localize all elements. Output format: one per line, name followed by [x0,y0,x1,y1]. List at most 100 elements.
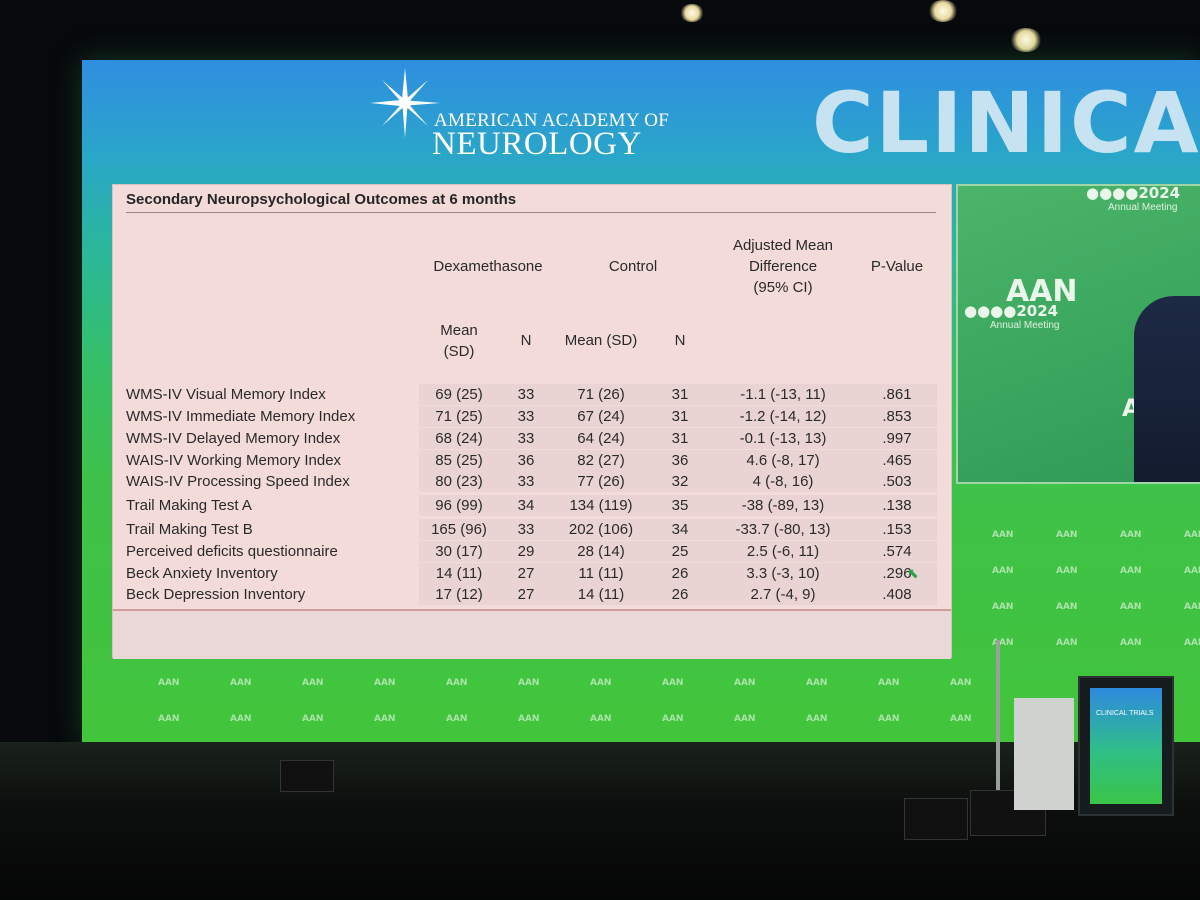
cell-ctrl-mean: 77 (26) [577,473,625,490]
row-shading [419,541,937,562]
row-shading [419,450,937,471]
table-row: Beck Anxiety Inventory 14 (11) 27 11 (11) 26… [113,563,951,584]
cell-adjusted-diff: -1.2 (-14, 12) [739,408,827,425]
cell-dex-n: 33 [517,386,535,403]
podium-screen: CLINICAL TRIALS [1090,688,1162,804]
table-row: WMS-IV Delayed Memory Index 68 (24) 33 64 (… [113,428,951,449]
cell-pvalue: .503 [882,473,912,490]
aan-pattern-mark: AAN [806,678,828,688]
aan-pattern-mark: AAN [1056,530,1078,540]
table-row: WMS-IV Immediate Memory Index 71 (25) 33 67… [113,406,951,427]
aan-pattern-mark: AAN [302,714,324,724]
aan-year: 2024 [1138,184,1181,202]
ceiling-light [1010,28,1042,52]
cell-pvalue: .861 [882,386,912,403]
row-label: WAIS-IV Processing Speed Index [126,473,350,490]
header-adjusted-mean-line2: Difference [748,258,818,275]
aan-pattern-mark: AAN [734,714,756,724]
cell-adjusted-diff: -33.7 (-80, 13) [735,521,831,538]
ceiling-light [680,4,704,22]
speaker-video-feed: ●●●●2024 Annual Meeting AAN ●●●●2024 Ann… [956,184,1200,484]
row-label: Trail Making Test A [126,497,252,514]
row-label: Perceived deficits questionnaire [126,543,338,560]
subheader-dex-mean-line1: Mean [440,322,478,339]
cell-ctrl-mean: 11 (11) [578,565,624,582]
cell-ctrl-n: 25 [671,543,689,560]
cell-ctrl-mean: 67 (24) [577,408,625,425]
stage-monitor [904,798,968,840]
aan-pattern-mark: AAN [662,678,684,688]
cell-dex-mean: 96 (99) [435,497,483,514]
aan-pattern-mark: AAN [1184,566,1200,576]
cell-adjusted-diff: -0.1 (-13, 13) [739,430,827,447]
slide-footer-band [113,609,951,659]
row-label: WMS-IV Visual Memory Index [126,386,326,403]
row-label: WMS-IV Delayed Memory Index [126,430,341,447]
aan-pattern-mark: AAN [1056,566,1078,576]
cell-dex-n: 27 [517,586,535,603]
cell-pvalue: .296 [882,565,912,582]
aan-pattern-mark: AAN [302,678,324,688]
cell-dex-mean: 165 (96) [431,521,487,538]
table-row: Trail Making Test A 96 (99) 34 134 (119) 35 -… [113,495,951,516]
cell-adjusted-diff: -38 (-89, 13) [741,497,825,514]
cell-ctrl-mean: 82 (27) [577,452,625,469]
aan-pattern-mark: AAN [878,714,900,724]
slide-title: Secondary Neuropsychological Outcomes at… [126,191,517,208]
aan-logo: AMERICAN ACADEMY OF NEUROLOGY [370,68,672,164]
annual-meeting-center: Annual Meeting [990,320,1060,331]
subheader-ctrl-mean: Mean (SD) [564,332,638,349]
aan-pattern-mark: AAN [230,678,252,688]
podium: CLINICAL TRIALS [1078,676,1174,816]
podium-label: CLINICAL TRIALS [1096,710,1154,717]
cell-ctrl-mean: 28 (14) [577,543,625,560]
aan-pattern-mark: AAN [518,714,540,724]
ceiling-light [928,0,958,22]
aan-mark-center-year: ●●●●2024 [964,302,1058,320]
aan-pattern-mark: AAN [1056,602,1078,612]
aan-pattern-mark: AAN [374,714,396,724]
lectern-stand [1014,698,1074,810]
table-row: WAIS-IV Working Memory Index 85 (25) 36 82 … [113,450,951,471]
row-shading [419,563,937,584]
cell-dex-mean: 71 (25) [435,408,483,425]
cell-dex-n: 29 [517,543,535,560]
cell-dex-n: 27 [517,565,535,582]
cell-dex-mean: 68 (24) [435,430,483,447]
annual-meeting-top: Annual Meeting [1108,202,1178,213]
aan-pattern-mark: AAN [992,530,1014,540]
stage-monitor [280,760,334,792]
cell-pvalue: .574 [882,543,912,560]
aan-pattern-mark: AAN [374,678,396,688]
row-shading [419,519,937,540]
cell-dex-mean: 17 (12) [435,586,483,603]
aan-pattern-mark: AAN [1184,638,1200,648]
aan-pattern-mark: AAN [518,678,540,688]
row-shading [419,495,937,516]
cell-pvalue: .153 [882,521,912,538]
aan-pattern-mark: AAN [878,678,900,688]
cell-ctrl-n: 31 [671,408,689,425]
aan-year-center: 2024 [1016,302,1059,320]
cell-adjusted-diff: 4.6 (-8, 17) [746,452,820,469]
title-divider [126,212,936,213]
cell-dex-mean: 69 (25) [435,386,483,403]
cell-ctrl-n: 32 [671,473,689,490]
projection-screen: AMERICAN ACADEMY OF NEUROLOGY CLINICA Se… [82,60,1200,742]
aan-pattern-mark: AAN [806,714,828,724]
cell-dex-n: 33 [517,408,535,425]
aan-pattern-mark: AAN [1120,566,1142,576]
table-row: WMS-IV Visual Memory Index 69 (25) 33 71 (2… [113,384,951,405]
cell-pvalue: .408 [882,586,912,603]
star-icon [370,68,440,138]
row-label: Beck Depression Inventory [126,586,306,603]
subheader-dex-mean-line2: (SD) [443,343,475,360]
cell-dex-n: 33 [517,473,535,490]
header-adjusted-mean: Adjusted Mean Difference (95% CI) [703,235,863,298]
header-control: Control [608,258,658,275]
row-label: WMS-IV Immediate Memory Index [126,408,356,425]
org-name-line2: NEUROLOGY [432,126,642,162]
cell-adjusted-diff: 4 (-8, 16) [752,473,814,490]
cell-adjusted-diff: 3.3 (-3, 10) [746,565,820,582]
aan-pattern-mark: AAN [1184,530,1200,540]
